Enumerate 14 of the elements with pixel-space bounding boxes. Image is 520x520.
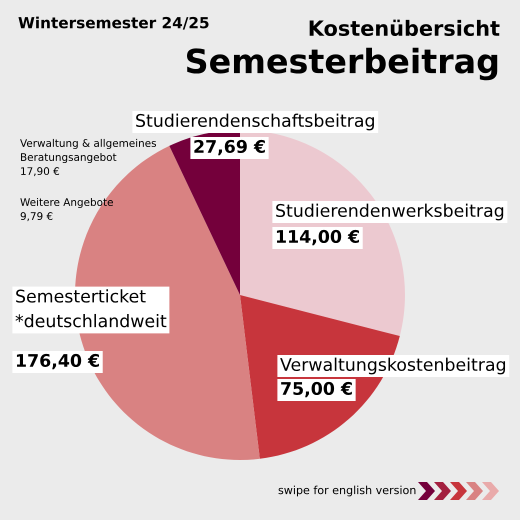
slice-label: Semesterticket *deutschlandweit (16, 289, 166, 328)
text: Wintersemester 24/25 (18, 16, 209, 30)
data-label: 27,69 € (194, 140, 265, 156)
data-label: 114,00 € (276, 230, 359, 246)
text: swipe for english version (278, 486, 416, 496)
chart-subtitle: Kostenübersicht (310, 20, 500, 36)
slice-label: Verwaltungskostenbeitrag (280, 358, 506, 374)
data-label: 75,00 € (281, 382, 352, 398)
text: Verwaltung & allgemeines Beratungsangebot 17,90 € (20, 138, 156, 176)
chart-title: Semesterbeitrag (186, 48, 498, 80)
slice-label: Studierendenschaftsbeitrag (136, 114, 374, 130)
slice-label: Studierendenwerksbeitrag (276, 204, 504, 220)
data-label: 176,40 € (16, 354, 99, 370)
text: Weitere Angebote 9,79 € (20, 198, 113, 222)
